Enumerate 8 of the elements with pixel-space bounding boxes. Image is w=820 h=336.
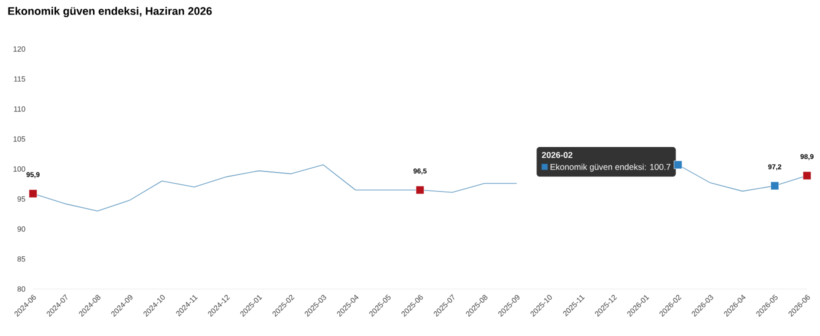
point [28, 189, 38, 198]
point [416, 186, 424, 194]
annotation: Ekonomik güven endeksi: 100.7 [550, 164, 670, 172]
point [802, 171, 812, 180]
point [674, 160, 682, 169]
annotation: 2026-02 [542, 152, 572, 158]
point [770, 182, 779, 190]
chart-title: Ekonomik güven endeksi, Haziran 2026 [8, 6, 212, 18]
